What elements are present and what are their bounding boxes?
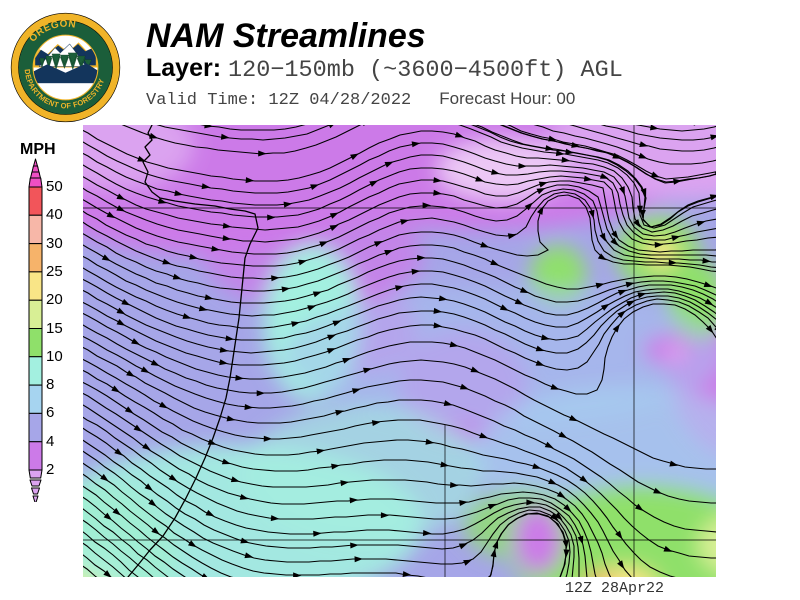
svg-text:40: 40: [46, 206, 63, 223]
svg-text:50: 50: [46, 178, 63, 195]
svg-text:25: 25: [46, 263, 63, 280]
svg-text:4: 4: [46, 433, 54, 450]
svg-text:2: 2: [46, 461, 54, 478]
svg-text:6: 6: [46, 404, 54, 421]
svg-text:15: 15: [46, 320, 63, 337]
svg-text:10: 10: [46, 348, 63, 365]
svg-text:8: 8: [46, 376, 54, 393]
svg-text:20: 20: [46, 291, 63, 308]
svg-text:30: 30: [46, 235, 63, 252]
